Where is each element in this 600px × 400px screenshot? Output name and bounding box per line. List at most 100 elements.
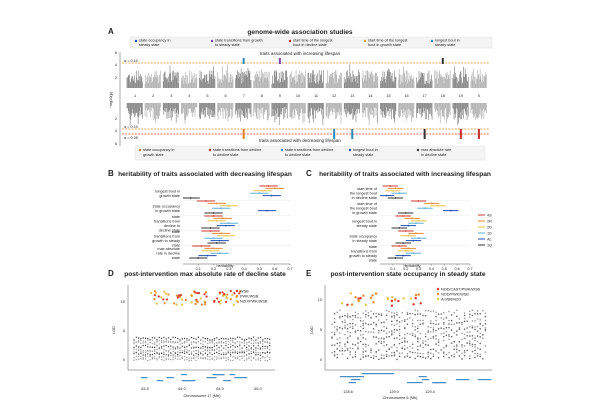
lod-point [461,346,463,348]
point-estimate [394,187,397,190]
lod-point [246,346,248,349]
lod-point [160,347,163,350]
lod-point [195,356,197,358]
threshold-upper-label: α = 0.10 [124,59,138,63]
lod-point [172,346,174,348]
lod-point [183,352,186,355]
lod-hit-point [162,298,165,301]
lod-point [346,313,349,315]
lod-point [197,350,200,352]
forest-row-label: state [172,215,180,219]
lod-point [406,318,409,321]
lod-hit-point [176,296,179,299]
lod-hit-point [160,296,163,299]
panel-d-plot [133,290,271,382]
lod-point [359,340,362,343]
chromosome-label: 5 [206,94,208,98]
lod-point [154,355,156,358]
lod-hit-point [157,295,160,298]
lod-point [463,351,466,354]
lod-point [252,350,255,352]
panel-e-plot [331,292,492,384]
lod-point [419,337,422,340]
lod-point [154,349,156,351]
lod-point [248,341,250,343]
panel-c-letter: C [306,169,312,178]
lod-point [344,349,346,352]
lod-hit-point [153,294,156,297]
lod-point [257,342,259,345]
lod-point [186,339,188,342]
lod-point [197,353,200,356]
gene-model [477,379,492,381]
lod-point [341,349,344,352]
lod-point [172,342,174,344]
lod-point [234,346,236,348]
panel-b-xlabel: heritability [216,264,233,268]
lod-point [227,338,229,340]
lod-point [269,357,271,359]
lod-point [391,354,393,357]
lod-hit-point [340,302,344,305]
forest-row-label: start time of [357,187,378,191]
lod-point [156,340,158,342]
forest-row-label: the longest bout [350,192,378,196]
lod-point [167,354,170,356]
lod-point [147,339,149,341]
lod-point [406,341,409,343]
legend-marker [416,148,420,152]
lod-hit-point [409,297,413,300]
legend-marker [348,148,352,152]
lod-point [232,348,234,351]
lod-point [378,332,380,334]
legend-label: state occupancy in [143,148,174,152]
lod-point [484,327,487,329]
lod-point [186,348,188,351]
lod-point [160,341,163,343]
lod-point [170,359,172,361]
lod-point [156,357,158,360]
lod-point [232,337,234,340]
x-tick-label: 0.1 [390,267,395,271]
lod-point [448,323,450,325]
lod-hit-point [155,302,158,305]
lod-hit-point [374,292,378,295]
lod-point [430,348,432,351]
lod-point [362,333,365,336]
lod-point [461,352,463,355]
lod-point [450,319,453,322]
lod-point [424,309,427,312]
x-tick-label: 0.2 [403,267,408,271]
lod-hit-point [195,299,198,303]
point-estimate [404,212,407,214]
lod-point [255,347,257,349]
lod-point [453,353,456,356]
lod-point [383,338,385,340]
lod-point [417,330,419,333]
panel-e-xlabel: Chromosome 6 (Mb) [383,396,419,400]
lod-point [427,356,430,358]
lod-hit-point [216,297,219,300]
lod-point [430,337,432,339]
lod-point [147,350,149,352]
lod-point [174,357,177,360]
lod-point [336,342,339,345]
lod-point [471,335,474,337]
lod-point [359,334,362,336]
lod-point [396,337,398,339]
lod-point [406,332,409,335]
lod-hit-point [204,291,208,294]
lod-point [391,333,393,336]
lod-point [140,346,142,349]
lod-point [375,336,378,338]
lod-point [200,351,202,354]
lod-point [229,343,232,345]
lod-point [213,343,216,345]
lod-point [437,339,440,341]
lod-point [193,347,195,350]
lod-point [241,347,243,349]
lod-point [432,322,435,325]
lod-point [241,338,243,340]
lod-point [167,345,170,348]
lod-point [154,342,156,344]
